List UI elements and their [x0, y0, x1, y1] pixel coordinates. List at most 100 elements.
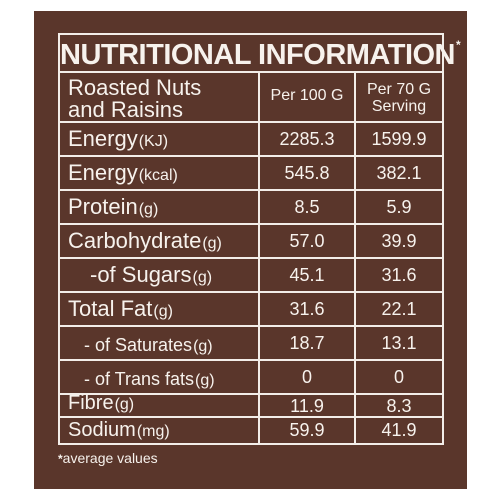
nutrient-cell: - of Trans fats(g): [60, 361, 260, 393]
serving-cell: 31.6: [356, 259, 442, 291]
nutrient-name: Energy: [68, 160, 138, 185]
per100-value: 31.6: [289, 299, 325, 319]
table-title: NUTRITIONAL INFORMATION*: [60, 35, 461, 73]
nutrient-cell: Fibre(g): [60, 392, 260, 416]
nutrient-name: - of Saturates: [84, 335, 193, 355]
nutrient-name: -of Sugars: [90, 262, 192, 287]
nutrient-label: Energy(kcal): [68, 160, 178, 186]
per100-value: 57.0: [289, 231, 325, 251]
nutrient-unit: (g): [192, 269, 213, 286]
nutrient-label: Total Fat(g): [68, 296, 173, 322]
header-serving-cell: Per 70 G Serving: [356, 73, 442, 121]
per100-cell: 18.7: [260, 327, 356, 359]
table-row: - of Trans fats(g) 0 0: [60, 361, 442, 395]
per100-value: 18.7: [289, 333, 325, 353]
serving-cell: 1599.9: [356, 123, 442, 155]
per100-value: 59.9: [289, 420, 325, 440]
nutrient-name: Fibre: [68, 392, 114, 414]
per100-value: 2285.3: [279, 129, 335, 149]
table-row: -of Sugars(g) 45.1 31.6: [60, 259, 442, 293]
serving-value: 41.9: [381, 420, 417, 440]
nutrient-cell: -of Sugars(g): [60, 259, 260, 291]
table-row: - of Saturates(g) 18.7 13.1: [60, 327, 442, 361]
table-row: Carbohydrate(g) 57.0 39.9: [60, 225, 442, 259]
serving-cell: 22.1: [356, 293, 442, 325]
nutrient-unit: (g): [193, 338, 213, 355]
nutrient-cell: - of Saturates(g): [60, 327, 260, 359]
nutrient-cell: Energy(KJ): [60, 123, 260, 155]
nutrient-label: Fibre(g): [68, 392, 134, 415]
nutrient-name: - of Trans fats: [84, 369, 195, 389]
product-name-line1: Roasted Nuts: [68, 75, 202, 100]
nutrient-label: Carbohydrate(g): [68, 228, 222, 254]
product-name: Roasted Nuts and Raisins: [68, 77, 201, 121]
nutrient-unit: (g): [138, 201, 159, 218]
serving-value: 39.9: [381, 231, 417, 251]
nutrient-label: Energy(KJ): [68, 126, 168, 152]
serving-value: 22.1: [381, 299, 417, 319]
header-row: Roasted Nuts and Raisins Per 100 G Per 7…: [60, 73, 442, 123]
header-product-cell: Roasted Nuts and Raisins: [60, 73, 260, 121]
nutrient-unit: (mg): [136, 423, 170, 440]
header-serving-line2: Serving: [371, 98, 427, 115]
serving-value: 382.1: [376, 163, 422, 183]
nutrient-cell: Carbohydrate(g): [60, 225, 260, 257]
product-name-line2: and Raisins: [68, 97, 183, 122]
per100-cell: 45.1: [260, 259, 356, 291]
nutrient-unit: (g): [114, 396, 135, 413]
table-row: Energy(KJ) 2285.3 1599.9: [60, 123, 442, 157]
per100-value: 8.5: [294, 197, 320, 217]
nutrient-unit: (g): [195, 372, 215, 389]
table-row: Protein(g) 8.5 5.9: [60, 191, 442, 225]
serving-value: 13.1: [381, 333, 417, 353]
serving-cell: 0: [356, 361, 442, 393]
serving-cell: 13.1: [356, 327, 442, 359]
per100-cell: 59.9: [260, 418, 356, 443]
per100-cell: 545.8: [260, 157, 356, 189]
per100-cell: 0: [260, 361, 356, 393]
per100-cell: 2285.3: [260, 123, 356, 155]
table-row: Energy(kcal) 545.8 382.1: [60, 157, 442, 191]
label-panel: [34, 11, 467, 489]
nutrient-cell: Energy(kcal): [60, 157, 260, 189]
per100-value: 0: [301, 367, 312, 387]
per100-cell: 11.9: [260, 395, 356, 416]
footnote-asterisk: *: [58, 452, 63, 466]
nutrition-table: NUTRITIONAL INFORMATION* Roasted Nuts an…: [58, 33, 461, 445]
nutrient-name: Energy: [68, 126, 138, 151]
per100-value: 45.1: [289, 265, 325, 285]
serving-value: 0: [393, 367, 404, 387]
per100-value: 545.8: [284, 163, 330, 183]
header-serving-line1: Per 70 G: [366, 81, 432, 98]
table-row: Fibre(g) 11.9 8.3: [60, 392, 442, 418]
table-title-text: NUTRITIONAL INFORMATION: [60, 39, 456, 71]
nutrient-label: - of Trans fats(g): [84, 369, 215, 390]
nutrient-cell: Total Fat(g): [60, 293, 260, 325]
table-row: Total Fat(g) 31.6 22.1: [60, 293, 442, 327]
per100-cell: 31.6: [260, 293, 356, 325]
serving-cell: 39.9: [356, 225, 442, 257]
serving-value: 31.6: [381, 265, 417, 285]
nutrient-cell: Sodium(mg): [60, 418, 260, 443]
table-row: Sodium(mg) 59.9 41.9: [60, 418, 442, 443]
nutrient-unit: (kcal): [138, 167, 178, 184]
serving-value: 5.9: [386, 197, 412, 217]
serving-cell: 8.3: [356, 395, 442, 416]
nutrient-name: Carbohydrate: [68, 228, 202, 253]
nutrient-name: Total Fat: [68, 296, 153, 321]
serving-cell: 5.9: [356, 191, 442, 223]
nutrient-name: Protein: [68, 194, 138, 219]
nutrient-label: Protein(g): [68, 194, 158, 220]
per100-value: 11.9: [290, 396, 324, 416]
nutrient-cell: Protein(g): [60, 191, 260, 223]
nutrient-unit: (KJ): [138, 133, 169, 150]
footnote: *average values: [58, 450, 158, 466]
serving-value: 8.3: [386, 396, 412, 416]
per100-cell: 8.5: [260, 191, 356, 223]
title-asterisk: *: [456, 38, 461, 52]
serving-cell: 382.1: [356, 157, 442, 189]
footnote-text: average values: [62, 450, 158, 466]
nutrient-unit: (g): [202, 235, 222, 252]
nutrient-label: -of Sugars(g): [90, 262, 212, 288]
nutrient-unit: (g): [153, 303, 173, 320]
